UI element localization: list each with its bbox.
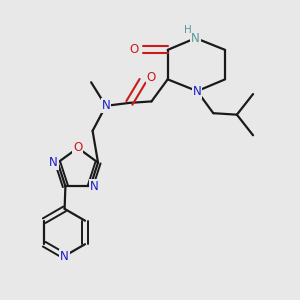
Text: O: O [129, 44, 138, 56]
Text: N: N [191, 32, 200, 45]
Text: N: N [193, 85, 202, 98]
Text: N: N [49, 156, 58, 169]
Text: N: N [90, 180, 99, 193]
Text: N: N [101, 99, 110, 112]
Text: O: O [147, 71, 156, 84]
Text: H: H [184, 25, 192, 35]
Text: N: N [60, 250, 69, 262]
Text: O: O [73, 141, 83, 154]
